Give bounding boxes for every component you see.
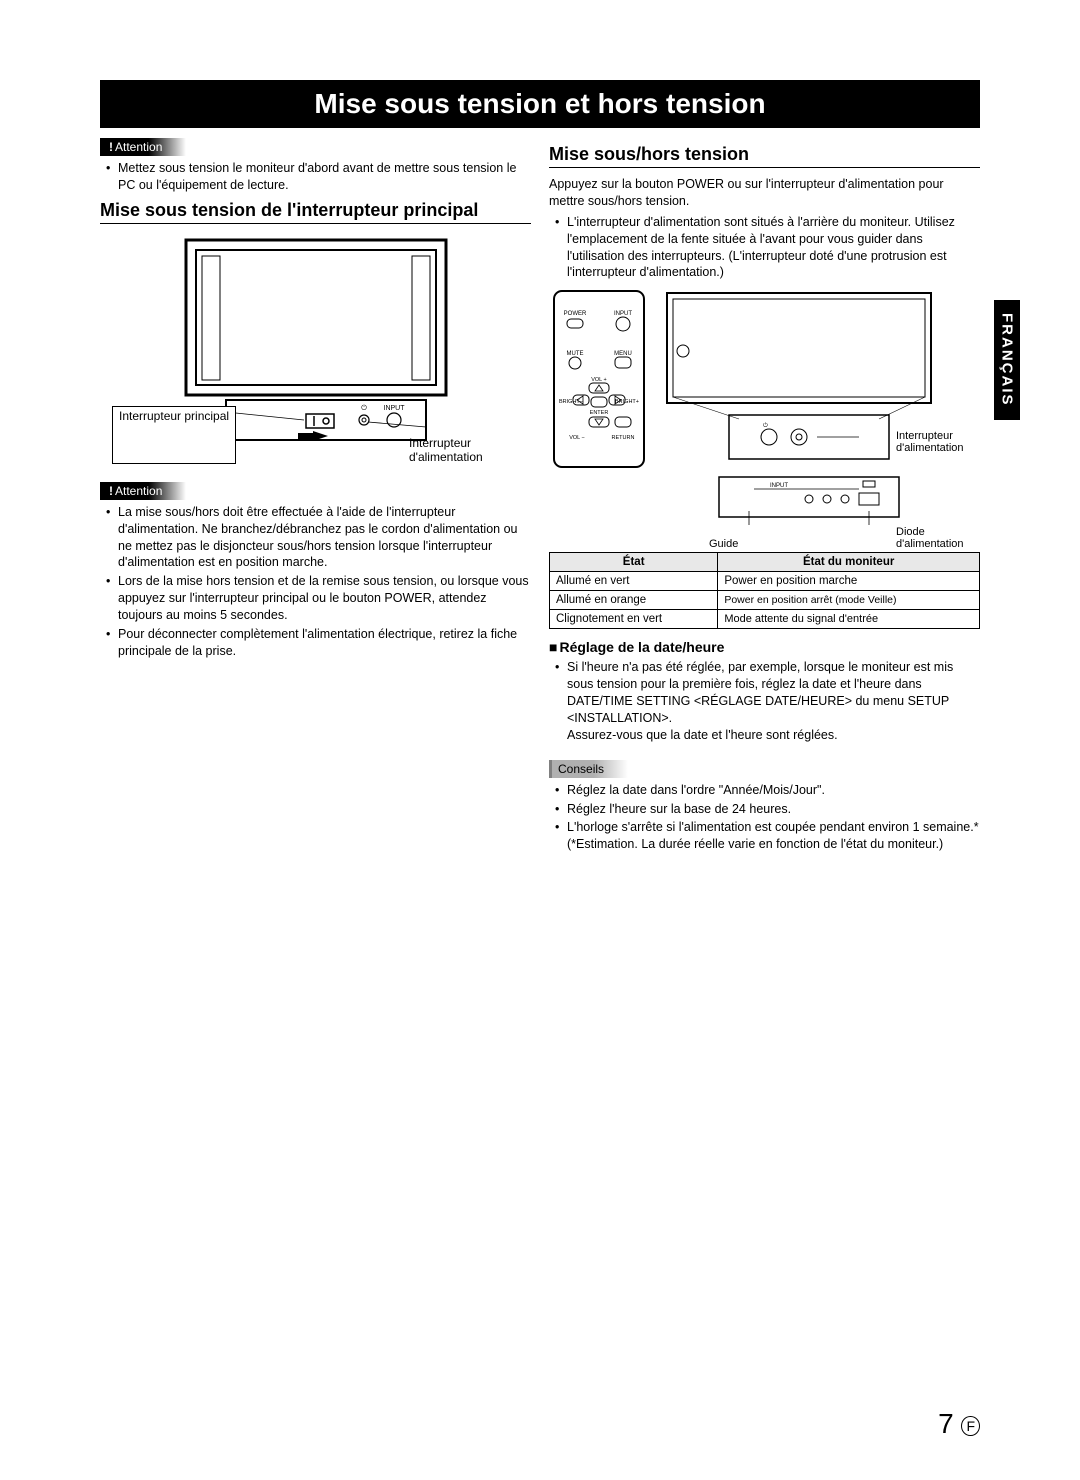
right-intro: Appuyez sur la bouton POWER ou sur l'int… bbox=[549, 176, 980, 210]
svg-text:VOL +: VOL + bbox=[591, 377, 607, 383]
svg-text:RETURN: RETURN bbox=[612, 435, 635, 441]
svg-text:VOL −: VOL − bbox=[569, 435, 585, 441]
list-item: Pour déconnecter complètement l'alimenta… bbox=[118, 626, 531, 660]
left-heading: Mise sous tension de l'interrupteur prin… bbox=[100, 200, 531, 224]
remote-figure: POWER INPUT MUTE MENU VOL + BRIGHT− BRIG… bbox=[549, 289, 649, 469]
list-item: Lors de la mise hors tension et de la re… bbox=[118, 573, 531, 624]
table-row: Allumé en orangePower en position arrêt … bbox=[550, 591, 980, 610]
state-table: État État du moniteur Allumé en vertPowe… bbox=[549, 552, 980, 629]
attention-label-2: !Attention bbox=[100, 482, 186, 500]
svg-text:INPUT: INPUT bbox=[614, 311, 632, 317]
guide-label: Guide bbox=[709, 538, 738, 550]
svg-text:POWER: POWER bbox=[564, 311, 587, 317]
page-title: Mise sous tension et hors tension bbox=[100, 80, 980, 128]
list-item: Réglez la date dans l'ordre "Année/Mois/… bbox=[567, 782, 980, 799]
attention-2-list: La mise sous/hors doit être effectuée à … bbox=[100, 504, 531, 660]
datetime-list: Si l'heure n'a pas été réglée, par exemp… bbox=[549, 659, 980, 743]
table-header: État du moniteur bbox=[718, 553, 980, 572]
svg-text:⏻: ⏻ bbox=[361, 404, 367, 412]
led-label: Diode d'alimentation bbox=[896, 526, 986, 550]
right-heading: Mise sous/hors tension bbox=[549, 144, 980, 168]
svg-text:INPUT: INPUT bbox=[383, 405, 405, 412]
list-item: L'interrupteur d'alimentation sont situé… bbox=[567, 214, 980, 282]
two-column-layout: !Attention Mettez sous tension le monite… bbox=[100, 138, 980, 855]
list-item: L'horloge s'arrête si l'alimentation est… bbox=[567, 819, 980, 853]
tips-label: Conseils bbox=[549, 760, 628, 778]
svg-text:MUTE: MUTE bbox=[567, 351, 584, 357]
list-item: Mettez sous tension le moniteur d'abord … bbox=[118, 160, 531, 194]
power-switch-label-right: Interrupteur d'alimentation bbox=[896, 430, 986, 454]
attention-label-1: !Attention bbox=[100, 138, 186, 156]
left-column: !Attention Mettez sous tension le monite… bbox=[100, 138, 531, 855]
list-item: Si l'heure n'a pas été réglée, par exemp… bbox=[567, 659, 980, 743]
svg-text:⏻: ⏻ bbox=[763, 422, 768, 429]
datetime-heading: Réglage de la date/heure bbox=[549, 639, 980, 655]
right-column: Mise sous/hors tension Appuyez sur la bo… bbox=[549, 138, 980, 855]
svg-text:ENTER: ENTER bbox=[590, 410, 609, 416]
main-switch-label: Interrupteur principal bbox=[112, 406, 236, 464]
svg-text:MENU: MENU bbox=[614, 351, 632, 357]
table-header: État bbox=[550, 553, 718, 572]
tips-list: Réglez la date dans l'ordre "Année/Mois/… bbox=[549, 782, 980, 854]
list-item: Réglez l'heure sur la base de 24 heures. bbox=[567, 801, 980, 818]
language-tab: FRANÇAIS bbox=[994, 300, 1020, 420]
list-item: La mise sous/hors doit être effectuée à … bbox=[118, 504, 531, 572]
table-row: Clignotement en vertMode attente du sign… bbox=[550, 610, 980, 629]
right-note-list: L'interrupteur d'alimentation sont situé… bbox=[549, 214, 980, 282]
power-switch-label-left: Interrupteur d'alimentation bbox=[409, 406, 519, 464]
table-row: Allumé en vertPower en position marche bbox=[550, 572, 980, 591]
attention-1-list: Mettez sous tension le moniteur d'abord … bbox=[100, 160, 531, 194]
page-number: 7 F bbox=[938, 1408, 980, 1440]
